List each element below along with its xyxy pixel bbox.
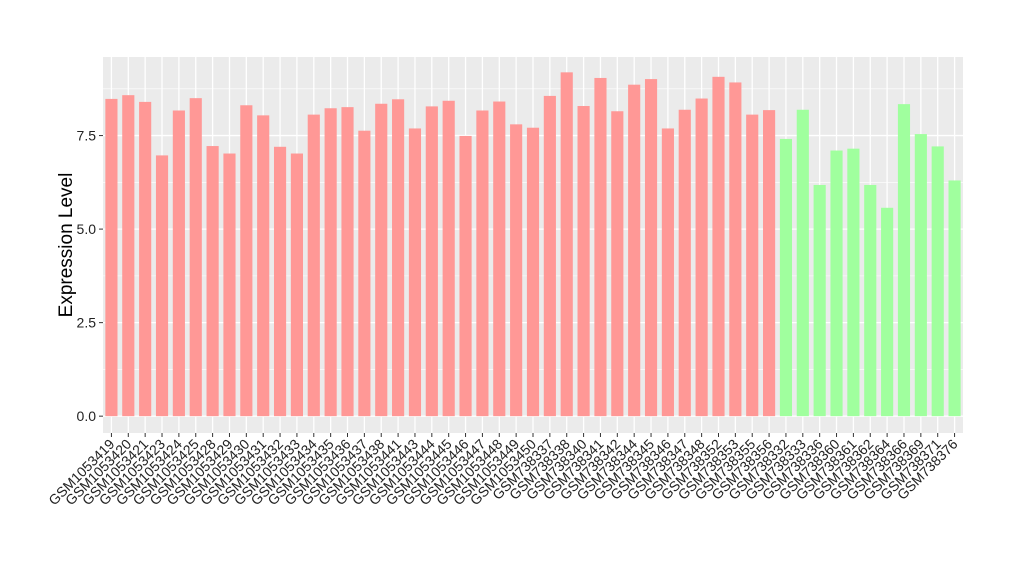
bar-GSM1053429 [223, 153, 236, 417]
bar-GSM1053435 [324, 108, 337, 417]
x-axis: GSM1053419GSM1053420GSM1053421GSM1053423… [45, 433, 961, 508]
bar-GSM1053434 [307, 114, 320, 417]
bar-GSM1053437 [358, 130, 371, 417]
bar-GSM738345 [644, 79, 658, 417]
bar-GSM738356 [763, 110, 776, 417]
bar-GSM738371 [931, 146, 944, 417]
y-tick-label-3: 7.5 [77, 128, 97, 144]
bar-GSM1053424 [172, 110, 185, 417]
bar-GSM1053438 [375, 103, 388, 417]
bar-GSM1053428 [206, 146, 219, 417]
bar-GSM1053444 [425, 106, 438, 417]
bar-GSM738355 [746, 114, 759, 417]
bar-GSM1053432 [273, 146, 287, 417]
bar-GSM1053448 [493, 101, 506, 417]
y-tick-label-1: 2.5 [77, 315, 97, 331]
y-tick-label-0: 0.0 [77, 408, 97, 424]
bar-GSM1053441 [392, 99, 405, 417]
bar-GSM738338 [560, 72, 573, 417]
bar-GSM1053433 [290, 153, 303, 417]
bar-GSM1053447 [476, 110, 489, 417]
bar-GSM738340 [577, 106, 590, 417]
bar-GSM1053423 [155, 155, 169, 417]
bar-GSM738342 [611, 111, 624, 417]
bar-GSM738348 [695, 98, 708, 417]
bar-GSM738332 [779, 138, 793, 417]
bar-GSM738333 [796, 109, 809, 417]
bar-GSM1053419 [105, 98, 118, 417]
bar-GSM1053420 [122, 95, 135, 417]
y-axis: 0.0 2.5 5.0 7.5 [77, 128, 103, 424]
bar-GSM738362 [864, 184, 877, 417]
bar-GSM738336 [813, 184, 826, 417]
bar-GSM738347 [678, 109, 691, 417]
bar-GSM738341 [594, 77, 607, 417]
bar-GSM1053450 [526, 127, 540, 417]
bar-GSM738366 [897, 104, 911, 417]
bar-GSM1053445 [442, 100, 455, 417]
bar-GSM738344 [628, 84, 641, 417]
bar-GSM738360 [830, 150, 843, 417]
bar-GSM738376 [948, 180, 961, 417]
bar-GSM1053425 [189, 98, 202, 417]
bars-layer [105, 72, 961, 417]
bar-GSM738361 [847, 148, 860, 417]
bar-GSM1053430 [240, 105, 253, 417]
bar-GSM1053436 [341, 107, 354, 417]
bar-GSM738369 [914, 134, 927, 417]
bar-GSM738346 [661, 128, 674, 417]
bar-GSM738353 [729, 82, 742, 417]
bar-GSM1053421 [139, 101, 152, 417]
bar-GSM738337 [543, 95, 556, 417]
bar-GSM1053449 [510, 124, 523, 417]
bar-GSM1053443 [408, 128, 422, 417]
bar-GSM1053446 [459, 135, 472, 417]
bar-GSM738364 [881, 207, 894, 417]
bar-GSM1053431 [257, 115, 270, 417]
y-axis-title: Expression Level [56, 173, 77, 318]
y-tick-label-2: 5.0 [77, 221, 97, 237]
bar-GSM738352 [712, 76, 725, 417]
